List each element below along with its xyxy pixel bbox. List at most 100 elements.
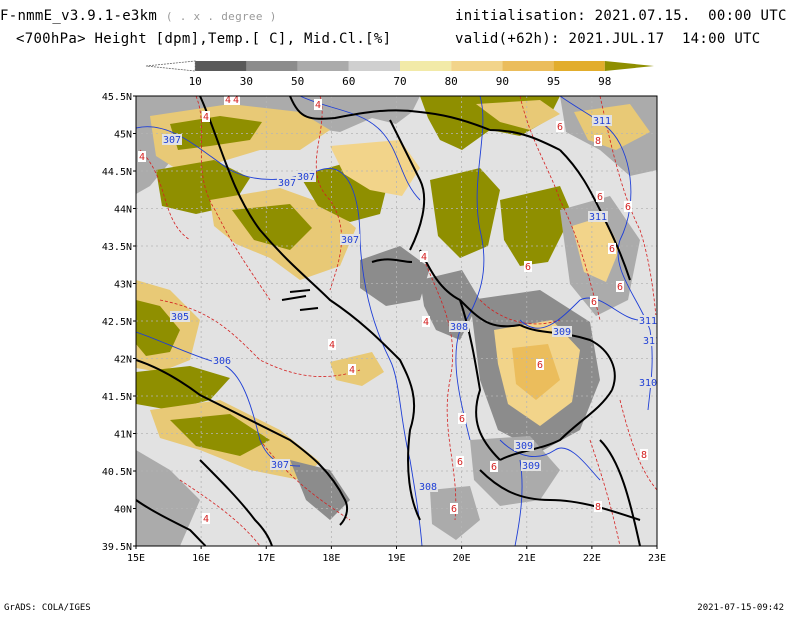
temp-label-bg [224, 96, 232, 105]
height-label-bg [592, 115, 612, 126]
temp-label-bg [422, 316, 430, 327]
temp-label-bg [616, 281, 624, 292]
colorbar-box [246, 61, 298, 71]
height-contour-label: 307 [297, 172, 315, 183]
temperature-contour-label: 6 [617, 282, 623, 293]
temperature-contour-label: 6 [525, 262, 531, 273]
temperature-contour-label: 6 [537, 360, 543, 371]
colorbar-tick-labels: 10 30 50 60 70 80 90 95 98 [189, 75, 612, 88]
height-label-bg [521, 460, 541, 471]
temp-label-bg [202, 513, 210, 524]
lat-tick-label: 45.5N [102, 92, 132, 103]
height-contour-label: 311 [593, 116, 611, 127]
temperature-contours [139, 96, 657, 546]
temperature-contour-label: 4 [315, 100, 321, 111]
height-contour-label: 309 [522, 461, 540, 472]
lat-tick-label: 44.5N [102, 167, 132, 178]
colorbar-box [195, 61, 247, 71]
country-borders [136, 96, 641, 546]
height-contour-label: 305 [171, 312, 189, 323]
colorbar-tick-label: 98 [598, 75, 611, 88]
lon-tick-label: 16E [192, 553, 210, 564]
temperature-contour-label: 6 [625, 202, 631, 213]
height-label-bg [588, 211, 608, 222]
temp-label-bg [556, 121, 564, 132]
height-label-bg [170, 311, 190, 322]
lon-tick-label: 19E [387, 553, 405, 564]
colorbar-box [400, 61, 452, 71]
height-contours [136, 96, 653, 546]
temperature-contour-label: 6 [591, 297, 597, 308]
height-label-bg [162, 134, 182, 145]
lon-tick-label: 18E [322, 553, 340, 564]
height-contour-label: 308 [419, 482, 437, 493]
height-label-bg [449, 321, 469, 332]
lat-tick-label: 40N [114, 505, 132, 516]
lon-tick-label: 23E [648, 553, 666, 564]
colorbar-tick-label: 95 [547, 75, 560, 88]
temp-label-bg [596, 191, 604, 202]
colorbar-box [297, 61, 349, 71]
temperature-contour-label: 4 [423, 317, 429, 328]
temperature-contour-label: 8 [595, 502, 601, 513]
colorbar-box [553, 61, 605, 71]
temp-label-bg [458, 413, 466, 424]
temp-label-bg [314, 99, 322, 110]
height-label-bg [277, 177, 297, 188]
lat-tick-label: 43.5N [102, 242, 132, 253]
colorbar-tick-label: 80 [445, 75, 458, 88]
colorbar-tick-label: 10 [189, 75, 202, 88]
colorbar-box [502, 61, 554, 71]
lat-tick-label: 42.5N [102, 317, 132, 328]
height-contour-label: 309 [553, 327, 571, 338]
init-value: 2021.07.15. 00:00 UTC [594, 8, 787, 24]
temp-label-bg [138, 151, 146, 162]
temp-label-bg [328, 339, 336, 350]
height-contour-label: 309 [515, 441, 533, 452]
temperature-contour-label: 4 [233, 95, 239, 106]
temp-label-bg [232, 96, 240, 105]
height-label-bg [638, 377, 657, 388]
height-label-bg [340, 234, 360, 245]
temp-label-bg [456, 456, 464, 467]
lon-tick-label: 15E [127, 553, 145, 564]
lat-tick-label: 43N [114, 280, 132, 291]
colorbar-box [145, 60, 196, 72]
height-contour-label: 307 [341, 235, 359, 246]
height-contour-label: 307 [271, 460, 289, 471]
temperature-contour-label: 6 [451, 504, 457, 515]
lat-lon-grid [136, 96, 657, 546]
temperature-contour-label: 6 [609, 244, 615, 255]
temp-label-bg [640, 449, 648, 460]
colorbar-tick-label: 30 [240, 75, 253, 88]
lon-tick-label: 21E [518, 553, 536, 564]
colorbar-box [604, 61, 654, 71]
unit-note: ( . x . degree ) [165, 10, 277, 23]
temperature-contour-label: 6 [557, 122, 563, 133]
colorbar-tick-label: 70 [393, 75, 406, 88]
height-contour-label: 306 [213, 356, 231, 367]
temperature-contour-label: 4 [203, 112, 209, 123]
height-label-bg [212, 355, 232, 366]
init-time: initialisation: 2021.07.15. 00:00 UTC [455, 8, 787, 24]
height-label-bg [642, 335, 657, 346]
height-label-bg [270, 459, 290, 470]
lon-tick-label: 20E [453, 553, 471, 564]
footer-credit: GrADS: COLA/IGES [4, 603, 91, 613]
colorbar-tick-label: 60 [342, 75, 355, 88]
height-contour-label: 310 [639, 378, 657, 389]
height-contour-label: 311 [643, 336, 661, 347]
temp-label-bg [202, 111, 210, 122]
temperature-contour-label: 6 [597, 192, 603, 203]
height-label-bg [296, 171, 316, 182]
height-contour-label: 308 [450, 322, 468, 333]
lat-tick-label: 40.5N [102, 467, 132, 478]
init-label: initialisation: [455, 8, 586, 24]
temp-label-bg [594, 135, 602, 146]
height-contour-label: 307 [278, 178, 296, 189]
height-contour-label: 311 [639, 316, 657, 327]
temperature-contour-label: 8 [641, 450, 647, 461]
model-name: F-nmmE_v3.9.1-e3km [0, 8, 158, 24]
